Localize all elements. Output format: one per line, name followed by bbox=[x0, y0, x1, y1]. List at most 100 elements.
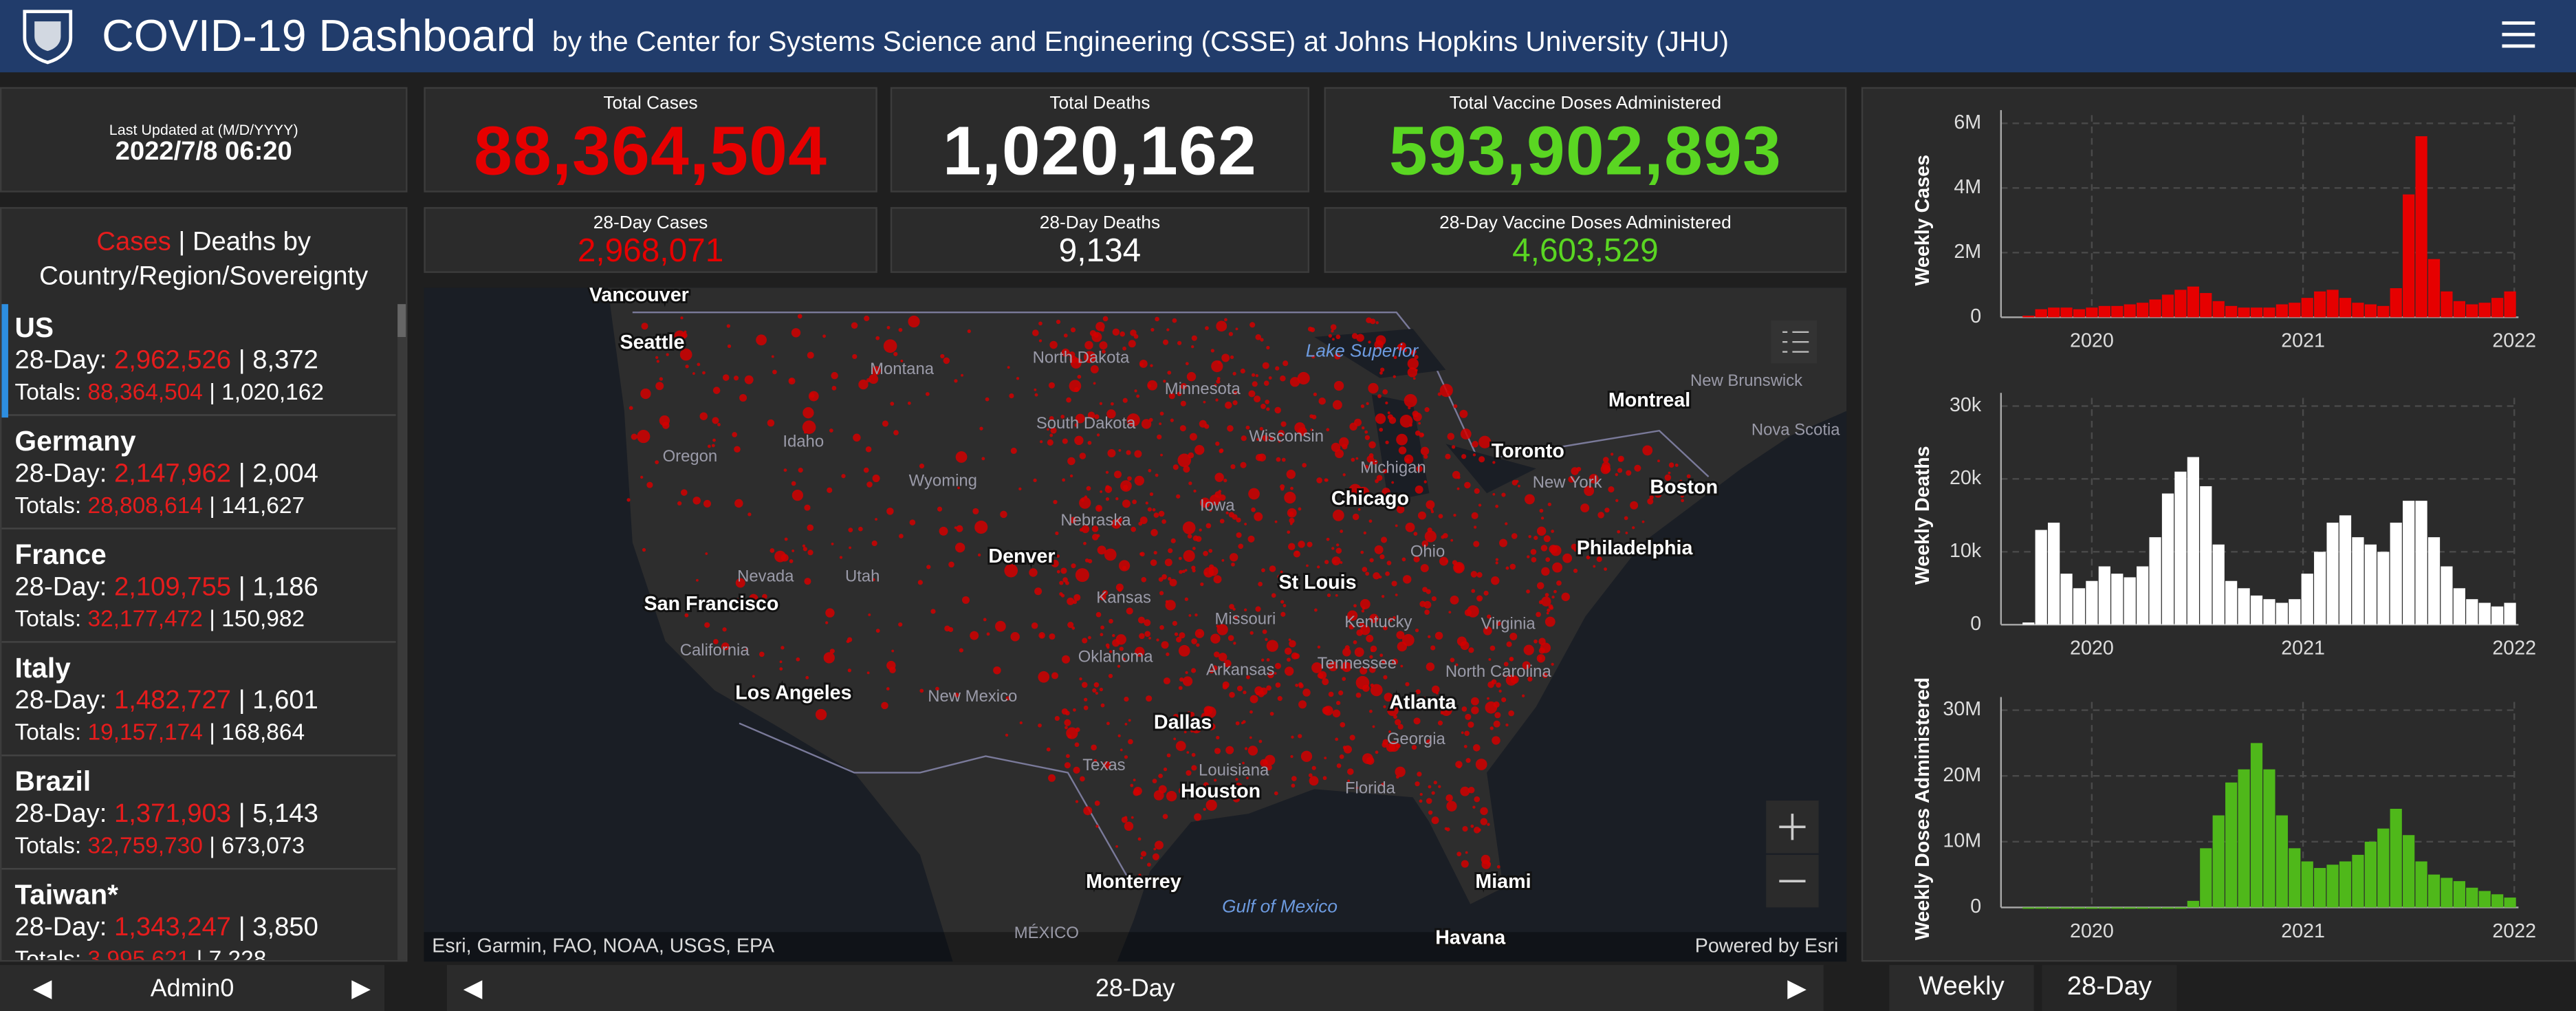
map-label: Kentucky bbox=[1344, 613, 1412, 631]
dot bbox=[1071, 563, 1076, 569]
dot bbox=[1379, 554, 1385, 560]
day28-cases: 1,371,903 bbox=[114, 801, 232, 829]
dot bbox=[1255, 606, 1261, 612]
dot bbox=[1083, 541, 1087, 545]
dot bbox=[1222, 684, 1228, 690]
dot bbox=[1473, 744, 1481, 752]
dot bbox=[1284, 666, 1294, 676]
dot bbox=[1495, 504, 1499, 508]
dot bbox=[1415, 689, 1421, 695]
dot bbox=[919, 464, 925, 469]
bar bbox=[2035, 309, 2047, 318]
logo bbox=[23, 10, 73, 65]
dot bbox=[1516, 479, 1519, 483]
dot bbox=[1188, 452, 1194, 459]
dot bbox=[1556, 580, 1562, 586]
country-item[interactable]: US 28-Day: 2,962,526 | 8,372 Totals: 88,36… bbox=[1, 304, 396, 416]
dot bbox=[1104, 548, 1117, 561]
bar bbox=[2453, 301, 2465, 318]
dot bbox=[1204, 719, 1211, 726]
prev-arrow[interactable]: ◀ bbox=[32, 975, 52, 1003]
dot bbox=[1236, 532, 1242, 539]
scrollbar[interactable] bbox=[397, 304, 406, 960]
dot bbox=[1339, 437, 1349, 448]
dot bbox=[1474, 488, 1480, 494]
dot bbox=[1480, 807, 1488, 816]
y-tick-label: 0 bbox=[1970, 613, 1981, 635]
dot bbox=[1327, 593, 1331, 598]
dot bbox=[972, 508, 979, 514]
dot bbox=[1260, 338, 1264, 342]
dot bbox=[1263, 380, 1269, 386]
dot bbox=[1364, 464, 1369, 469]
legend-button[interactable] bbox=[1771, 320, 1818, 364]
prev-arrow[interactable]: ◀ bbox=[463, 975, 483, 1003]
dot bbox=[974, 520, 988, 534]
dot bbox=[1134, 450, 1142, 458]
total-cases: 3,995,621 bbox=[87, 945, 190, 962]
tab-weekly[interactable]: Weekly bbox=[1889, 965, 2034, 1011]
dot bbox=[1249, 710, 1253, 714]
bar bbox=[2212, 544, 2225, 625]
dot bbox=[1047, 439, 1054, 446]
dot bbox=[1010, 447, 1017, 454]
dot bbox=[1509, 563, 1516, 570]
zoom-out[interactable] bbox=[1766, 854, 1819, 908]
dot bbox=[1472, 805, 1476, 809]
dot bbox=[1347, 779, 1351, 783]
dot bbox=[1191, 752, 1196, 757]
next-arrow[interactable]: ▶ bbox=[1787, 975, 1807, 1003]
dot bbox=[1254, 512, 1263, 521]
totals-label: Totals: bbox=[14, 605, 82, 631]
dot bbox=[1602, 457, 1609, 463]
dot bbox=[1430, 510, 1434, 514]
country-item[interactable]: France 28-Day: 2,109,755 | 1,186 Totals: 3… bbox=[1, 531, 396, 643]
dot bbox=[1247, 746, 1258, 756]
total-cases: 32,759,730 bbox=[87, 831, 203, 858]
dot bbox=[1551, 662, 1554, 666]
dot bbox=[839, 688, 846, 694]
dot bbox=[954, 693, 959, 697]
dot bbox=[1419, 799, 1423, 803]
country-item[interactable]: Italy 28-Day: 1,482,727 | 1,601 Totals: 19… bbox=[1, 644, 396, 757]
dot bbox=[865, 446, 872, 453]
dot bbox=[1397, 698, 1403, 705]
dot bbox=[1289, 517, 1295, 524]
dot bbox=[1274, 672, 1277, 675]
country-item[interactable]: Taiwan* 28-Day: 1,343,247 | 3,850 Totals: … bbox=[1, 871, 395, 962]
dot bbox=[1009, 393, 1014, 399]
dot bbox=[1079, 677, 1082, 681]
dot bbox=[1311, 355, 1316, 359]
menu-button[interactable] bbox=[2500, 20, 2537, 50]
value: 4,603,529 bbox=[1512, 233, 1659, 270]
dot bbox=[1099, 594, 1106, 601]
dot bbox=[1138, 521, 1143, 526]
dot bbox=[1280, 611, 1286, 617]
dot bbox=[829, 649, 835, 654]
dot bbox=[1347, 768, 1354, 775]
dot bbox=[1286, 469, 1296, 479]
dot bbox=[802, 544, 806, 547]
dot bbox=[1536, 582, 1544, 589]
dot bbox=[1493, 720, 1500, 728]
dot bbox=[1277, 696, 1282, 702]
dot bbox=[1216, 379, 1221, 384]
scroll-thumb[interactable] bbox=[397, 304, 406, 337]
next-arrow[interactable]: ▶ bbox=[351, 975, 371, 1003]
dot bbox=[1074, 435, 1084, 446]
country-item[interactable]: Germany 28-Day: 2,147,962 | 2,004 Totals: … bbox=[1, 417, 396, 530]
dot bbox=[655, 382, 664, 391]
dot bbox=[1075, 413, 1085, 424]
dot bbox=[752, 675, 755, 678]
tab-28day[interactable]: 28-Day bbox=[2042, 965, 2177, 1011]
country-item[interactable]: Brazil 28-Day: 1,371,903 | 5,143 Totals: 3… bbox=[1, 758, 396, 870]
bar bbox=[2491, 298, 2504, 318]
dot bbox=[1274, 520, 1278, 523]
dot bbox=[1365, 572, 1370, 576]
dot bbox=[1004, 563, 1018, 578]
dot bbox=[1547, 608, 1551, 612]
dot bbox=[1421, 540, 1429, 547]
zoom-in[interactable] bbox=[1766, 801, 1819, 854]
dot bbox=[1249, 631, 1254, 635]
separator: | bbox=[238, 687, 245, 715]
